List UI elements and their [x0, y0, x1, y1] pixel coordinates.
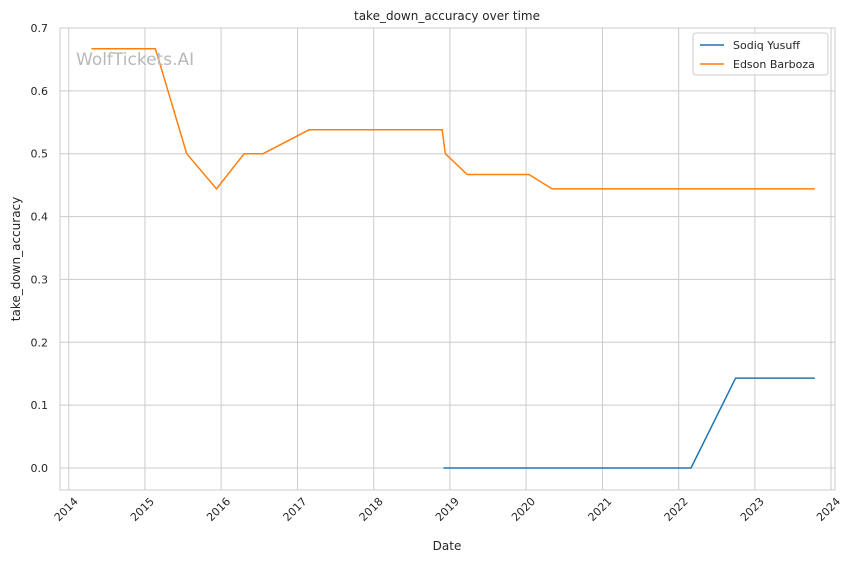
- x-tick-label: 2020: [509, 495, 538, 524]
- plot-background: [60, 28, 835, 490]
- x-tick-label: 2019: [433, 495, 462, 524]
- series-lines: [91, 47, 815, 469]
- plot-frame: [59, 27, 836, 491]
- watermark: WolfTickets.AI: [76, 50, 194, 70]
- x-tick-label: 2016: [204, 495, 233, 524]
- y-tick-label: 0.4: [31, 211, 49, 224]
- x-tick-label: 2014: [52, 495, 81, 524]
- y-tick-label: 0.6: [31, 85, 49, 98]
- x-tick-label: 2023: [738, 495, 767, 524]
- legend-label-sodiq-yusuff: Sodiq Yusuff: [733, 39, 800, 52]
- chart-title: take_down_accuracy over time: [354, 9, 540, 23]
- series-line-edson-barboza: [91, 47, 815, 190]
- x-tick-label: 2017: [281, 495, 310, 524]
- x-axis-label: Date: [433, 539, 462, 553]
- y-tick-labels: 0.0 0.1 0.2 0.3 0.4 0.5 0.6 0.7: [31, 22, 49, 475]
- x-tick-labels: 2014 2015 2016 2017 2018 2019 2020 2021 2022 2023…: [52, 495, 843, 524]
- series-line-sodiq-yusuff: [443, 377, 815, 469]
- y-tick-label: 0.2: [31, 336, 49, 349]
- y-tick-label: 0.5: [31, 148, 49, 161]
- x-tick-label: 2024: [814, 495, 843, 524]
- x-tick-label: 2015: [128, 495, 157, 524]
- y-tick-label: 0.3: [31, 273, 49, 286]
- legend-label-edson-barboza: Edson Barboza: [733, 58, 815, 71]
- x-tick-label: 2018: [357, 495, 386, 524]
- y-tick-label: 0.1: [31, 399, 49, 412]
- y-axis-label: take_down_accuracy: [9, 197, 23, 321]
- y-tick-label: 0.0: [31, 462, 49, 475]
- legend: Sodiq Yusuff Edson Barboza: [692, 32, 829, 76]
- x-tick-label: 2022: [662, 495, 691, 524]
- y-tick-label: 0.7: [31, 22, 49, 35]
- legend-box: [692, 32, 829, 76]
- x-tick-label: 2021: [586, 495, 615, 524]
- grid: [60, 27, 835, 490]
